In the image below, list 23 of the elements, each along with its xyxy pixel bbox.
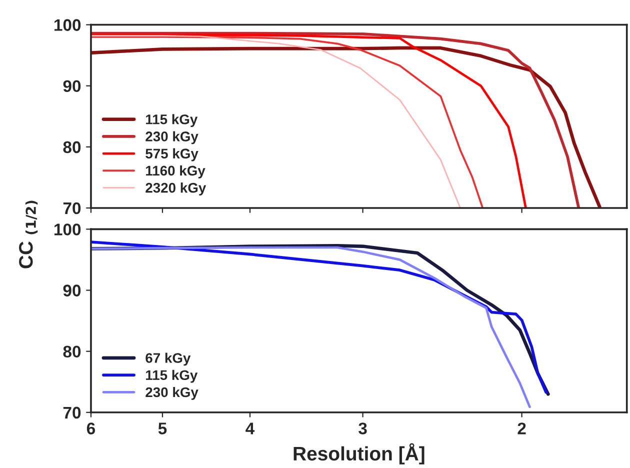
y-tick-label: 100 — [54, 224, 81, 236]
y-tick-label: 90 — [63, 284, 81, 296]
x-tick-label: 3 — [358, 422, 367, 434]
legend-label: 230 kGy — [146, 386, 198, 400]
x-tick-label: 2 — [518, 422, 526, 434]
y-tick-label: 70 — [63, 406, 81, 419]
legend-label: 67 kGy — [146, 352, 191, 366]
x-tick-label: 4 — [246, 422, 255, 434]
x-tick-label: 6 — [86, 422, 96, 434]
y-tick-label: 70 — [63, 202, 81, 214]
legend-label: 115 kGy — [146, 114, 198, 128]
x-axis-title: Resolution [Å] — [294, 443, 424, 464]
y-tick-label: 80 — [63, 141, 81, 154]
y-axis-title: CC $_{(1/2)}$ — [19, 200, 38, 268]
legend-label: 230 kGy — [146, 131, 198, 144]
legend-label: 575 kGy — [146, 148, 198, 162]
y-tick-label: 80 — [63, 346, 81, 358]
legend-label: 2320 kGy — [146, 182, 206, 196]
x-tick-label: 5 — [158, 422, 167, 434]
y-tick-label: 100 — [54, 19, 81, 31]
legend-label: 1160 kGy — [146, 165, 206, 178]
y-tick-label: 90 — [63, 80, 81, 92]
legend-label: 115 kGy — [146, 370, 198, 383]
